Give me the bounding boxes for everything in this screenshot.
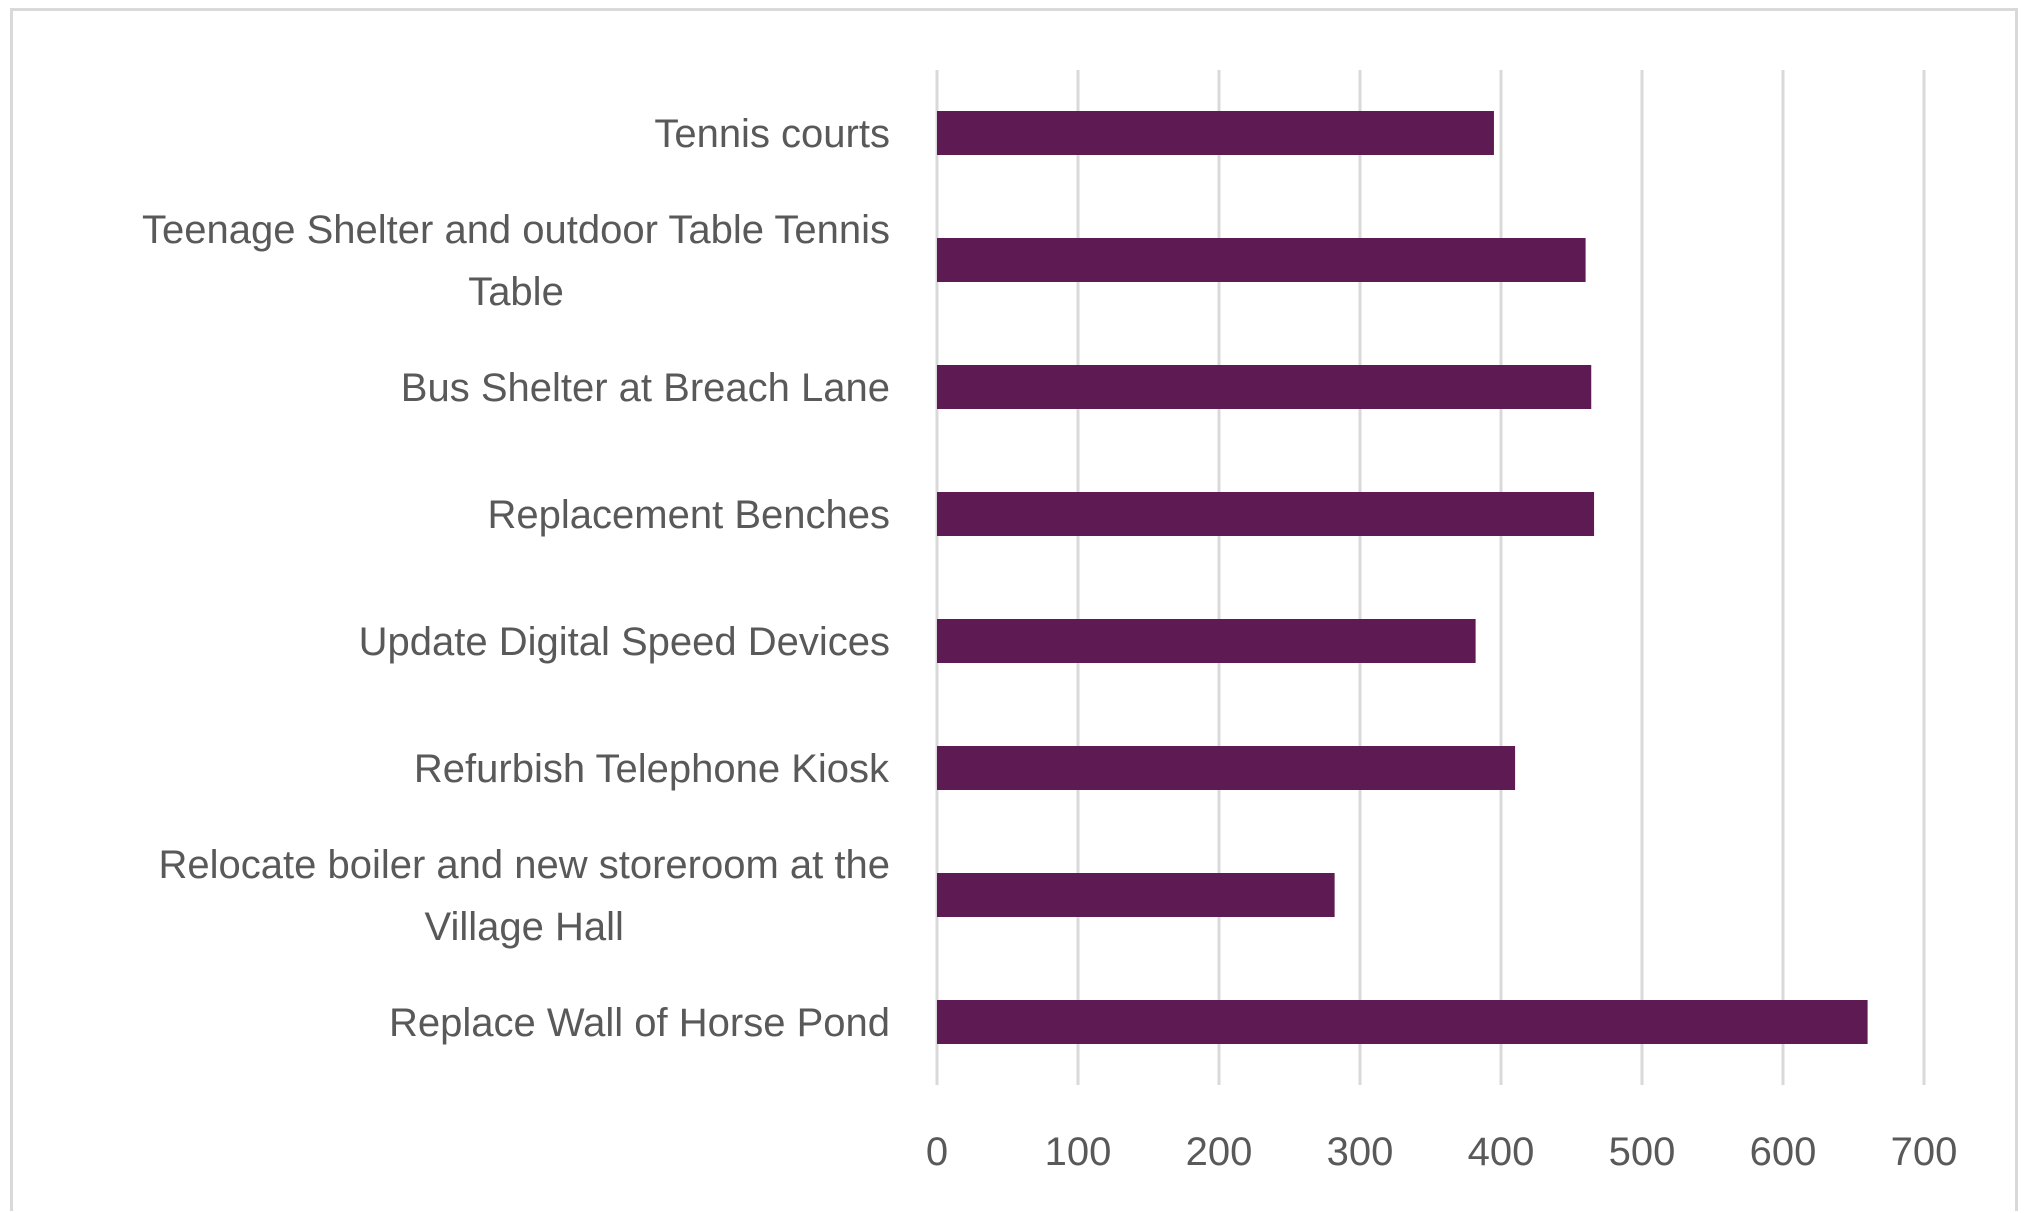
bar-6: [937, 746, 1516, 790]
category-label-line: Tennis courts: [654, 112, 890, 156]
bar-7: [937, 873, 1335, 917]
bars: [937, 111, 1868, 1044]
category-label-line: Village Hall: [425, 905, 624, 949]
category-label-5: Update Digital Speed Devices: [359, 620, 890, 664]
category-label-7: Relocate boiler and new storeroom at the…: [158, 843, 890, 949]
x-tick-label-100: 100: [1045, 1130, 1112, 1174]
category-label-line: Replace Wall of Horse Pond: [389, 1001, 890, 1045]
category-label-line: Replacement Benches: [488, 493, 890, 537]
category-label-line: Update Digital Speed Devices: [359, 620, 890, 664]
bar-3: [937, 365, 1592, 409]
x-tick-label-600: 600: [1750, 1130, 1817, 1174]
category-label-3: Bus Shelter at Breach Lane: [401, 366, 890, 410]
x-tick-label-700: 700: [1891, 1130, 1958, 1174]
category-label-line: Teenage Shelter and outdoor Table Tennis: [142, 208, 890, 252]
category-label-6: Refurbish Telephone Kiosk: [414, 747, 890, 791]
bar-1: [937, 111, 1494, 155]
bar-8: [937, 1000, 1868, 1044]
x-tick-label-300: 300: [1327, 1130, 1394, 1174]
x-axis-tick-labels: 0 100 200 300 400 500 600 700: [926, 1130, 1958, 1174]
x-tick-label-200: 200: [1186, 1130, 1253, 1174]
category-label-4: Replacement Benches: [488, 493, 890, 537]
category-label-line: Relocate boiler and new storeroom at the: [158, 843, 890, 887]
x-tick-label-0: 0: [926, 1130, 948, 1174]
gridlines: [935, 70, 1926, 1085]
bar-5: [937, 619, 1476, 663]
bar-4: [937, 492, 1595, 536]
category-labels: Tennis courts Teenage Shelter and outdoor…: [142, 112, 890, 1045]
category-label-line: Bus Shelter at Breach Lane: [401, 366, 890, 410]
x-tick-label-400: 400: [1468, 1130, 1535, 1174]
category-label-8: Replace Wall of Horse Pond: [389, 1001, 890, 1045]
category-label-2: Teenage Shelter and outdoor Table Tennis…: [142, 208, 890, 314]
category-label-1: Tennis courts: [654, 112, 890, 156]
x-tick-label-500: 500: [1609, 1130, 1676, 1174]
category-label-line: Table: [468, 270, 564, 314]
category-label-line: Refurbish Telephone Kiosk: [414, 747, 890, 791]
bar-2: [937, 238, 1586, 282]
